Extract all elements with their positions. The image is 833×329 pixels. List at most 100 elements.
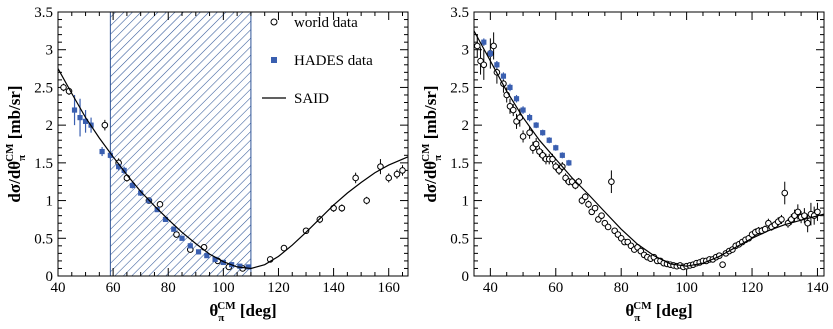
hades-data-point (507, 84, 513, 91)
y-tick-label: 0.5 (34, 231, 53, 247)
world-data-point (794, 208, 802, 216)
world-data-point (719, 261, 726, 268)
hades-data-point (179, 235, 185, 241)
hades-data-point (494, 62, 500, 68)
world-data-point (598, 212, 605, 219)
world-data-point (338, 204, 346, 212)
y-tick-label: 2.5 (34, 80, 53, 96)
hades-data-point (154, 207, 160, 213)
hades-data-point (220, 259, 226, 266)
shaded-region (109, 11, 252, 277)
hades-data-point (520, 107, 526, 113)
hades-data-point (116, 164, 122, 170)
x-tick-label: 120 (267, 280, 290, 296)
world-data-point (519, 133, 527, 140)
said-curve (474, 30, 824, 267)
world-data-point (575, 178, 582, 186)
legend-world-data-marker (270, 18, 278, 26)
world-data-point (526, 129, 533, 136)
y-tick-label: 0.5 (450, 231, 469, 247)
y-tick-label: 1 (46, 194, 54, 210)
y-tick-label: 3 (462, 43, 470, 59)
hades-data-point (566, 160, 572, 166)
x-tick-label: 140 (806, 280, 829, 296)
world-data-point (393, 170, 401, 178)
world-data-point (399, 167, 406, 174)
y-tick-label: 2 (462, 118, 470, 134)
world-data-point (591, 204, 599, 212)
x-tick-label: 140 (322, 280, 345, 296)
legend-label: SAID (294, 91, 329, 107)
hades-data-point (71, 107, 78, 113)
x-tick-label: 100 (675, 280, 698, 296)
world-data-point (490, 42, 497, 50)
world-data-point (330, 204, 337, 212)
y-tick-label: 0 (462, 269, 470, 285)
y-tick-label: 1.5 (450, 156, 469, 172)
x-tick-label: 100 (212, 280, 235, 296)
hades-data-point (553, 145, 559, 151)
hades-data-point (481, 39, 487, 45)
world-data-point (509, 106, 517, 114)
plot-frame (57, 11, 409, 277)
hades-data-point (527, 115, 533, 121)
left-chart-panel: 40 60 80 100 120 140 160 0 0.5 1 1.5 2 2.5 3 3.5 θπCM [… (4, 5, 409, 324)
x-tick-label: 80 (614, 280, 629, 296)
hades-data-point (540, 130, 546, 136)
world-data-point (781, 189, 789, 197)
world-data-point (480, 61, 488, 69)
data-layer (58, 68, 408, 272)
world-data-point (532, 140, 540, 148)
world-data-point (778, 216, 785, 223)
y-axis-label: dσ/dθπCM [mb/sr] (420, 85, 444, 202)
world-data-point (801, 212, 808, 219)
y-tick-label: 1.5 (34, 156, 53, 172)
hades-data-point (187, 243, 193, 249)
legend-hades-data-marker (271, 57, 277, 63)
hades-data-point (107, 152, 113, 158)
x-tick-label: 160 (377, 280, 400, 296)
hades-data-point (77, 115, 83, 121)
world-data-point (352, 174, 359, 182)
world-data-point (581, 193, 589, 201)
y-axis-label: dσ/dθπCM [mb/sr] (4, 85, 28, 202)
hades-data-point (513, 96, 520, 102)
y-tick-label: 1 (462, 194, 470, 210)
hades-data-point (487, 50, 493, 57)
hades-data-point (533, 122, 539, 128)
hades-data-point (171, 226, 177, 232)
y-tick-label: 3 (46, 43, 54, 59)
x-tick-label: 40 (51, 280, 66, 296)
y-tick-label: 2.5 (450, 80, 469, 96)
hades-data-point (500, 73, 507, 79)
said-curve (58, 68, 408, 270)
world-data-point (804, 219, 811, 227)
data-layer (474, 30, 824, 271)
x-axis-label: θπCM [deg] (625, 300, 692, 324)
hades-data-point (162, 216, 169, 223)
hades-data-point (195, 249, 202, 255)
world-data-point (101, 121, 109, 129)
hades-data-point (212, 256, 218, 263)
x-tick-label: 120 (741, 280, 764, 296)
right-chart-panel: 40 60 80 100 120 140 0 0.5 1 1.5 2 2.5 3 3.5 θπCM [deg… (420, 5, 829, 324)
x-axis-label: θπCM [deg] (209, 300, 276, 324)
x-tick-label: 60 (106, 280, 121, 296)
hades-data-point (138, 190, 144, 196)
world-data-point (280, 244, 288, 252)
x-tick-label: 60 (548, 280, 563, 296)
legend-label: world data (294, 15, 358, 31)
y-tick-label: 3.5 (34, 5, 53, 21)
hades-data-point (129, 182, 136, 189)
world-data-point (173, 231, 180, 238)
legend-label: HADES data (294, 53, 373, 69)
hades-data-point (245, 264, 251, 270)
y-tick-label: 3.5 (450, 5, 469, 21)
y-tick-label: 0 (46, 269, 54, 285)
hades-data-point (237, 263, 243, 269)
x-tick-label: 40 (483, 280, 498, 296)
legend: world data HADES data SAID (262, 15, 373, 107)
world-data-point (608, 178, 615, 186)
world-data-point (156, 201, 164, 208)
